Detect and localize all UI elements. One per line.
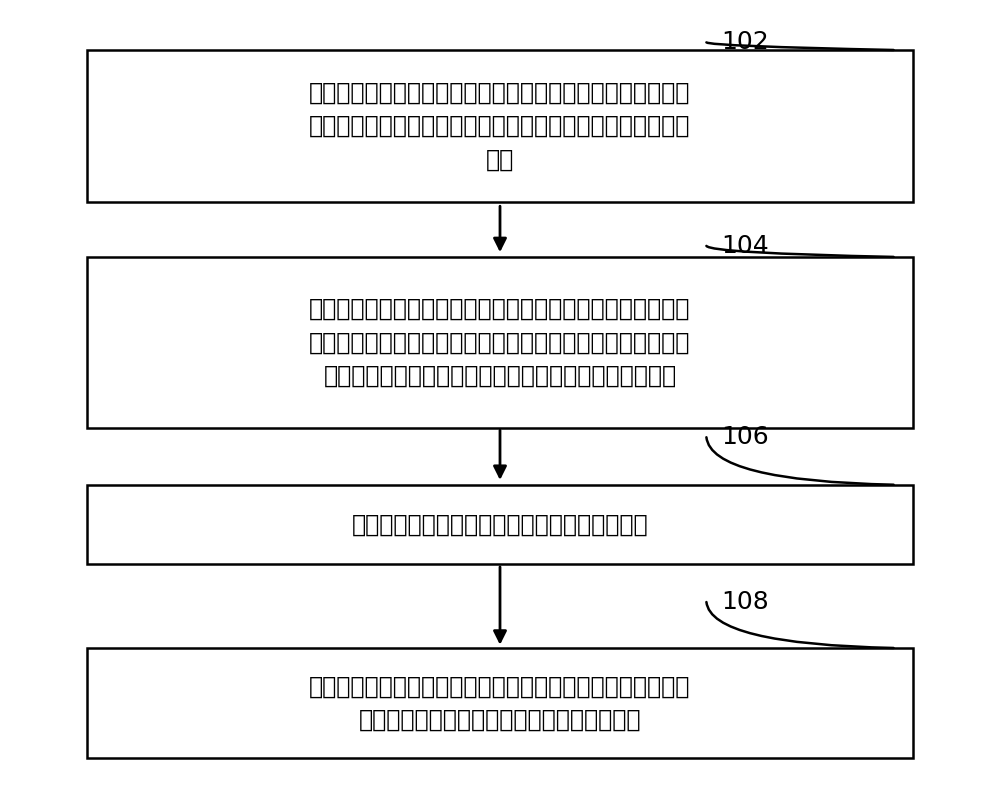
Text: 若升级标识指示有存储升级版本的镜像时，读取配置文件中的
启动标识，启动标识用于指示启动目标镜像分区，目标镜像分
区为第一分区与第二分区中有存储升级版本的镜像的分: 若升级标识指示有存储升级版本的镜像时，读取配置文件中的 启动标识，启动标识用于指… [309, 297, 691, 388]
Text: 当接收到启动终端设备的指令时，启动引导程序，并读取配置
文件中的升级标识，升级标识用于指示是否有存储升级版本的
镜像: 当接收到启动终端设备的指令时，启动引导程序，并读取配置 文件中的升级标识，升级标… [309, 81, 691, 172]
Text: 108: 108 [721, 590, 769, 614]
Bar [87, 648, 913, 758]
Text: 104: 104 [721, 234, 769, 258]
Bar [87, 485, 913, 565]
Text: 若第一校验成功，则启动目标镜像分区中升级版本的镜像，并
修改升级标识为指示没有存储升级版本的镜像: 若第一校验成功，则启动目标镜像分区中升级版本的镜像，并 修改升级标识为指示没有存… [309, 674, 691, 732]
Text: 对目标镜像分区中升级版本的镜像执行第一校验: 对目标镜像分区中升级版本的镜像执行第一校验 [352, 513, 648, 536]
Bar [87, 257, 913, 428]
Text: 106: 106 [721, 426, 769, 449]
Bar [87, 50, 913, 202]
Text: 102: 102 [721, 30, 769, 55]
